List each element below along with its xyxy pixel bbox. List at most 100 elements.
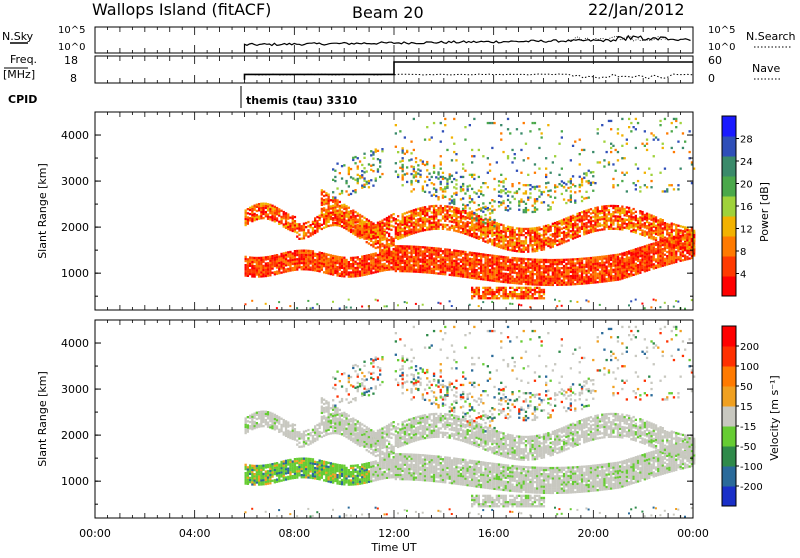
power-cell <box>370 231 372 233</box>
power-cell <box>283 254 285 256</box>
power-cell <box>509 226 511 228</box>
power-cell <box>285 252 287 254</box>
power-cell <box>267 264 269 266</box>
power-cell <box>328 206 330 208</box>
power-cell <box>350 267 352 269</box>
power-cell <box>482 287 484 289</box>
power-cell <box>653 247 655 249</box>
power-cell <box>332 267 334 269</box>
power-cell <box>498 237 500 239</box>
power-cell <box>440 188 442 190</box>
power-cell <box>532 293 534 295</box>
power-cell <box>406 264 408 266</box>
power-cell <box>334 197 336 199</box>
power-cell <box>334 204 336 206</box>
power-cell <box>265 303 267 305</box>
power-cell <box>505 297 507 299</box>
power-cell <box>467 276 469 278</box>
power-cell <box>345 259 347 261</box>
power-cell <box>319 262 321 264</box>
power-cell <box>341 217 343 219</box>
power-cell <box>307 229 309 231</box>
power-cell <box>520 260 522 262</box>
power-cell <box>585 299 587 301</box>
power-cell <box>507 265 509 267</box>
power-cell <box>435 176 437 178</box>
power-cell <box>319 266 321 268</box>
power-cell <box>260 211 262 213</box>
power-cell <box>413 264 415 266</box>
power-cell <box>415 227 417 229</box>
power-cell <box>469 216 471 218</box>
power-cell <box>404 217 406 219</box>
power-cell <box>585 266 587 268</box>
power-cell <box>377 268 379 270</box>
power-cell <box>484 274 486 276</box>
power-cell <box>567 239 569 241</box>
power-cell <box>520 272 522 274</box>
power-cell <box>574 226 576 228</box>
power-cell <box>507 199 509 201</box>
power-cell <box>417 164 419 166</box>
power-cell <box>446 249 448 251</box>
power-cell <box>404 268 406 270</box>
frequency-trace <box>245 62 694 80</box>
power-cell <box>563 241 565 243</box>
power-cell <box>520 242 522 244</box>
power-cell <box>285 254 287 256</box>
power-cell <box>294 224 296 226</box>
power-cell <box>484 218 486 220</box>
power-cell <box>402 256 404 258</box>
power-cell <box>292 263 294 265</box>
power-cell <box>615 217 617 219</box>
power-cell <box>630 218 632 220</box>
power-cell <box>464 226 466 228</box>
power-cell <box>565 265 567 267</box>
power-cell <box>617 254 619 256</box>
power-cell <box>603 280 605 282</box>
power-cell <box>641 263 643 265</box>
power-cell <box>514 237 516 239</box>
power-cell <box>480 186 482 188</box>
power-cell <box>644 254 646 256</box>
power-cell <box>334 268 336 270</box>
power-cell <box>368 228 370 230</box>
power-cell <box>507 248 509 250</box>
power-cell <box>646 219 648 221</box>
power-cell <box>545 229 547 231</box>
power-cell <box>339 217 341 219</box>
power-cell <box>328 225 330 227</box>
power-cell <box>323 265 325 267</box>
power-cell <box>274 208 276 210</box>
power-cell <box>375 243 377 245</box>
power-cell <box>576 258 578 260</box>
power-cell <box>601 268 603 270</box>
power-cell <box>563 269 565 271</box>
power-cell <box>381 249 383 251</box>
power-cell <box>639 270 641 272</box>
power-cell <box>348 227 350 229</box>
power-cell <box>675 255 677 257</box>
power-cell <box>254 265 256 267</box>
power-cell <box>565 284 567 286</box>
power-cell <box>381 150 383 152</box>
power-cell <box>617 256 619 258</box>
power-cell <box>648 267 650 269</box>
power-cell <box>393 225 395 227</box>
power-cell <box>424 210 426 212</box>
power-cell <box>543 282 545 284</box>
power-cell <box>413 232 415 234</box>
power-cell <box>325 222 327 224</box>
power-cell <box>433 165 435 167</box>
power-cell <box>289 261 291 263</box>
power-cell <box>310 234 312 236</box>
power-cell <box>592 151 594 153</box>
power-cell <box>480 190 482 192</box>
power-cell <box>332 271 334 273</box>
power-cell <box>570 277 572 279</box>
power-cell <box>529 258 531 260</box>
power-cell <box>269 208 271 210</box>
power-cell <box>262 213 264 215</box>
power-cell <box>588 276 590 278</box>
power-cell <box>502 264 504 266</box>
